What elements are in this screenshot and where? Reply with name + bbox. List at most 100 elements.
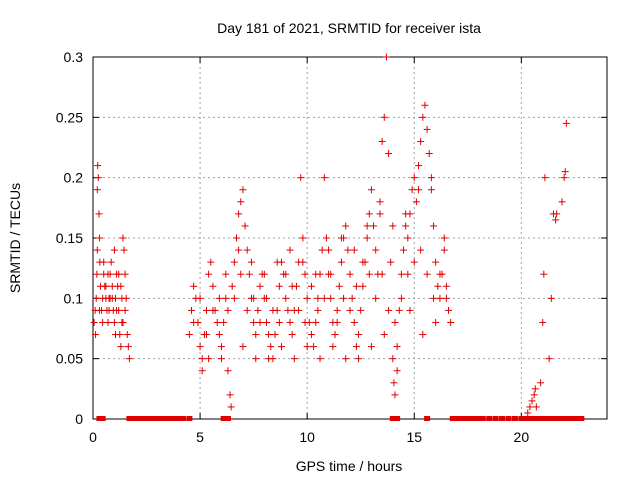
data-point bbox=[393, 343, 401, 351]
data-point bbox=[391, 391, 399, 399]
data-point bbox=[224, 306, 232, 314]
data-point bbox=[100, 258, 108, 266]
data-point bbox=[528, 397, 536, 405]
data-point bbox=[348, 294, 356, 302]
data-point bbox=[355, 331, 363, 339]
data-point bbox=[102, 282, 110, 290]
data-point bbox=[419, 331, 427, 339]
data-point bbox=[442, 282, 450, 290]
data-point bbox=[342, 222, 350, 230]
data-point bbox=[327, 270, 335, 278]
data-point bbox=[119, 234, 127, 242]
data-point bbox=[352, 343, 360, 351]
data-point bbox=[256, 282, 264, 290]
data-point bbox=[421, 101, 429, 109]
data-point bbox=[120, 246, 128, 254]
data-point-zero bbox=[539, 416, 546, 421]
data-point bbox=[203, 306, 211, 314]
data-point bbox=[93, 186, 101, 194]
data-point-zero bbox=[518, 416, 525, 421]
x-tick-label: 0 bbox=[89, 429, 97, 445]
data-point bbox=[235, 246, 243, 254]
data-point bbox=[218, 343, 225, 351]
data-point-zero bbox=[96, 416, 103, 421]
data-point bbox=[367, 186, 375, 194]
data-point bbox=[115, 270, 123, 278]
data-point bbox=[220, 318, 228, 326]
data-point bbox=[553, 210, 561, 218]
y-tick-label: 0.3 bbox=[64, 49, 84, 65]
x-tick-label: 5 bbox=[196, 429, 204, 445]
data-point bbox=[230, 294, 238, 302]
data-point-zero bbox=[389, 416, 396, 421]
data-point bbox=[440, 234, 448, 242]
data-point bbox=[215, 331, 223, 339]
data-point bbox=[385, 306, 393, 314]
data-point bbox=[387, 258, 395, 266]
data-point bbox=[228, 282, 236, 290]
data-points bbox=[90, 53, 585, 421]
data-point bbox=[367, 343, 375, 351]
data-point-zero bbox=[526, 416, 533, 421]
data-point bbox=[288, 282, 296, 290]
data-point bbox=[404, 234, 412, 242]
data-point bbox=[545, 355, 553, 363]
data-point bbox=[434, 282, 442, 290]
data-point-zero bbox=[424, 416, 431, 421]
data-point bbox=[284, 306, 292, 314]
data-point bbox=[430, 294, 438, 302]
data-point bbox=[254, 306, 262, 314]
data-point bbox=[297, 174, 305, 182]
y-tick-labels: 0 0.05 0.1 0.15 0.2 0.25 0.3 bbox=[56, 49, 83, 427]
data-point bbox=[243, 246, 251, 254]
data-point bbox=[436, 270, 444, 278]
data-point-zero bbox=[574, 416, 581, 421]
data-point bbox=[532, 403, 540, 411]
data-point bbox=[94, 174, 102, 182]
data-point bbox=[203, 331, 211, 339]
data-point bbox=[299, 258, 307, 266]
data-point bbox=[262, 294, 270, 302]
data-point bbox=[316, 355, 324, 363]
data-point bbox=[209, 282, 217, 290]
data-point-zero bbox=[224, 416, 231, 421]
data-point bbox=[95, 234, 103, 242]
data-point bbox=[425, 150, 433, 158]
data-point bbox=[260, 270, 268, 278]
data-point bbox=[359, 282, 367, 290]
chart-title: Day 181 of 2021, SRMTID for receiver ist… bbox=[217, 20, 481, 36]
data-point bbox=[105, 306, 113, 314]
data-point bbox=[540, 270, 548, 278]
data-point bbox=[376, 210, 384, 218]
data-point-zero bbox=[505, 416, 512, 421]
data-point bbox=[123, 331, 131, 339]
x-tick-label: 20 bbox=[514, 429, 530, 445]
data-point bbox=[412, 198, 420, 206]
data-point bbox=[121, 270, 129, 278]
data-point-zero bbox=[220, 416, 227, 421]
data-point bbox=[395, 306, 403, 314]
y-tick-label: 0.2 bbox=[64, 170, 84, 186]
data-point bbox=[303, 343, 311, 351]
data-point bbox=[92, 331, 100, 339]
data-point bbox=[303, 294, 311, 302]
data-point bbox=[560, 174, 568, 182]
data-point-zero bbox=[565, 416, 572, 421]
data-point bbox=[213, 318, 221, 326]
data-point bbox=[118, 294, 126, 302]
data-point bbox=[346, 270, 354, 278]
data-point bbox=[397, 270, 405, 278]
data-point bbox=[539, 318, 547, 326]
data-point bbox=[295, 306, 303, 314]
data-point bbox=[350, 318, 358, 326]
data-point bbox=[95, 210, 103, 218]
x-axis-label: GPS time / hours bbox=[296, 458, 403, 474]
y-tick-label: 0.1 bbox=[64, 290, 84, 306]
data-point bbox=[273, 258, 281, 266]
data-point bbox=[415, 186, 423, 194]
data-point-zero bbox=[578, 416, 585, 421]
data-point bbox=[389, 355, 397, 363]
data-point bbox=[196, 343, 204, 351]
data-point bbox=[307, 282, 315, 290]
data-point bbox=[440, 246, 448, 254]
